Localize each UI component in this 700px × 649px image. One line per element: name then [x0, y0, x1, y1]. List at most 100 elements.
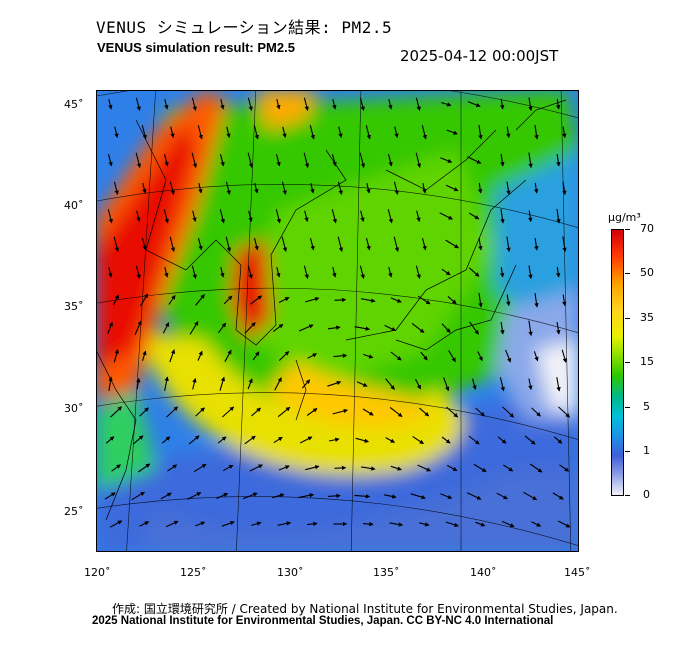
wind-arrow — [557, 520, 571, 528]
wind-arrow — [277, 406, 291, 418]
wind-arrow — [114, 126, 119, 139]
wind-arrow — [388, 266, 393, 278]
wind-arrow — [383, 494, 397, 499]
wind-arrow — [528, 378, 533, 391]
wind-arrow — [332, 408, 349, 415]
wind-arrow — [221, 520, 235, 527]
wind-arrow — [362, 521, 374, 527]
colorbar-label-35: 35 — [640, 311, 654, 324]
copyright-line: 2025 National Institute for Environmenta… — [92, 615, 554, 627]
wind-arrow — [219, 154, 225, 167]
wind-arrow — [278, 297, 290, 303]
wind-arrow — [195, 407, 205, 417]
lat-label-40: 40˚ — [64, 199, 84, 212]
colorbar-label-15: 15 — [640, 355, 654, 368]
colorbar-label-50: 50 — [640, 266, 654, 279]
wind-arrow — [166, 406, 179, 418]
wind-arrow — [394, 126, 399, 139]
wind-arrow — [467, 156, 482, 164]
wind-arrow — [359, 265, 365, 280]
wind-arrow — [365, 125, 371, 140]
wind-arrow — [332, 266, 337, 278]
wind-arrow — [307, 353, 318, 359]
wind-arrow — [136, 377, 141, 390]
wind-arrow — [389, 522, 404, 527]
wind-arrow — [556, 209, 561, 224]
wind-arrow — [422, 182, 427, 194]
concentration-field — [96, 90, 579, 552]
colorbar-tick — [625, 451, 630, 452]
wind-arrow — [469, 212, 480, 220]
wind-arrow — [443, 377, 450, 392]
wind-arrow — [354, 494, 371, 499]
colorbar-unit: μg/m³ — [608, 211, 641, 224]
wind-arrow — [534, 125, 539, 140]
wind-arrow — [362, 408, 374, 416]
wind-arrow — [501, 520, 515, 528]
wind-arrow — [220, 266, 225, 278]
wind-arrow — [111, 464, 121, 472]
wind-arrow — [390, 351, 402, 361]
wind-arrow — [161, 436, 171, 444]
wind-arrow — [389, 406, 403, 418]
wind-arrow — [328, 325, 341, 330]
wind-arrow — [310, 182, 315, 194]
wind-arrow — [223, 295, 233, 305]
wind-arrow — [421, 125, 427, 140]
wind-arrow — [135, 265, 141, 280]
wind-arrow — [247, 97, 253, 112]
wind-arrow — [390, 297, 402, 303]
wind-arrow — [473, 463, 487, 473]
wind-arrow — [164, 266, 169, 278]
map-frame — [96, 90, 579, 552]
wind-arrow — [556, 99, 561, 110]
wind-arrow — [251, 521, 262, 526]
wind-arrow — [222, 406, 235, 418]
wind-arrow — [505, 349, 512, 363]
wind-arrow — [467, 101, 481, 108]
lon-label-140: 140˚ — [470, 566, 497, 579]
wind-arrow — [247, 378, 253, 390]
wind-arrow — [331, 209, 337, 224]
wind-arrow — [107, 321, 113, 334]
wind-arrow — [168, 294, 176, 305]
wind-arrow — [529, 463, 543, 473]
wind-arrow — [556, 267, 561, 278]
wind-arrow — [388, 98, 393, 110]
wind-arrow — [164, 98, 169, 110]
wind-arrow — [497, 436, 507, 444]
wind-vector-field — [104, 97, 571, 528]
wind-arrow — [333, 353, 348, 358]
wind-arrow — [387, 154, 393, 167]
lon-label-130: 130˚ — [277, 566, 304, 579]
wind-arrow — [415, 97, 421, 112]
wind-arrow — [273, 436, 283, 444]
wind-arrow — [276, 266, 281, 278]
wind-arrow — [192, 210, 197, 223]
wind-arrow — [417, 295, 431, 305]
wind-arrow — [385, 437, 396, 443]
wind-arrow — [475, 521, 486, 527]
wind-arrow — [359, 97, 365, 112]
wind-arrow — [534, 183, 539, 194]
wind-arrow — [110, 406, 123, 418]
wind-arrow — [191, 97, 197, 112]
wind-arrow — [303, 152, 310, 169]
wind-arrow — [327, 380, 342, 387]
wind-arrow — [552, 492, 564, 500]
wind-arrow — [301, 379, 311, 389]
wind-arrow — [113, 294, 119, 306]
wind-arrow — [160, 492, 172, 500]
wind-arrow — [107, 209, 113, 224]
wind-arrow — [553, 436, 563, 444]
wind-arrow — [142, 182, 147, 194]
wind-arrow — [277, 521, 292, 526]
wind-arrow — [355, 437, 370, 443]
wind-arrow — [247, 152, 254, 169]
wind-arrow — [528, 210, 533, 223]
wind-arrow — [365, 238, 371, 251]
wind-arrow — [108, 98, 113, 110]
colorbar-label-0: 0 — [643, 488, 650, 501]
wind-arrow — [309, 125, 315, 140]
wind-arrow — [441, 268, 451, 276]
